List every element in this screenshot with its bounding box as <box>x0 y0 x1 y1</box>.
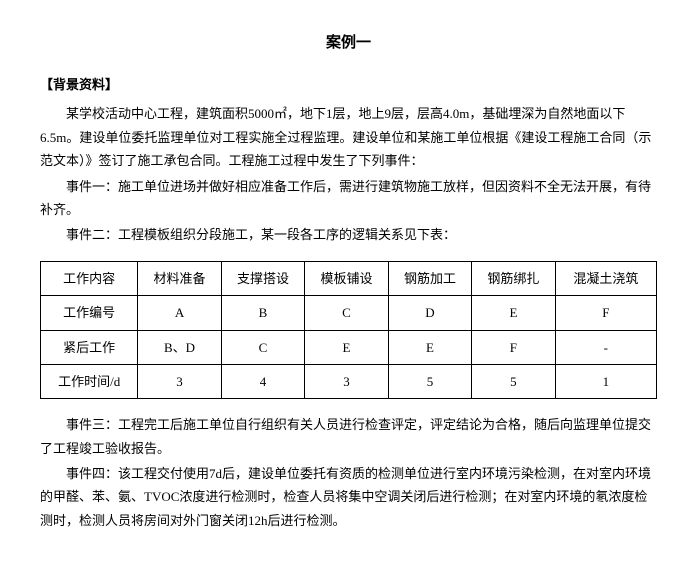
col-header: 材料准备 <box>138 261 221 295</box>
col-header: 混凝土浇筑 <box>555 261 656 295</box>
table-cell: B <box>221 296 304 330</box>
logic-table: 工作内容 材料准备 支撑搭设 模板铺设 钢筋加工 钢筋绑扎 混凝土浇筑 工作编号… <box>40 261 657 400</box>
table-cell: 3 <box>305 364 388 398</box>
section-label: 【背景资料】 <box>40 73 657 96</box>
table-cell: 1 <box>555 364 656 398</box>
table-cell: E <box>388 330 471 364</box>
table-cell: E <box>472 296 555 330</box>
paragraph-event2: 事件二：工程模板组织分段施工，某一段各工序的逻辑关系见下表： <box>40 223 657 246</box>
page-title: 案例一 <box>40 30 657 57</box>
col-header: 工作内容 <box>41 261 138 295</box>
paragraph-intro: 某学校活动中心工程，建筑面积5000㎡，地下1层，地上9层，层高4.0m，基础埋… <box>40 102 657 172</box>
table-row: 紧后工作 B、D C E E F - <box>41 330 657 364</box>
table-row: 工作时间/d 3 4 3 5 5 1 <box>41 364 657 398</box>
col-header: 钢筋加工 <box>388 261 471 295</box>
col-header: 模板铺设 <box>305 261 388 295</box>
row-header: 紧后工作 <box>41 330 138 364</box>
table-cell: A <box>138 296 221 330</box>
table-cell: 5 <box>472 364 555 398</box>
row-header: 工作时间/d <box>41 364 138 398</box>
table-cell: 4 <box>221 364 304 398</box>
col-header: 钢筋绑扎 <box>472 261 555 295</box>
table-cell: C <box>221 330 304 364</box>
table-cell: 3 <box>138 364 221 398</box>
table-cell: C <box>305 296 388 330</box>
paragraph-event1: 事件一：施工单位进场并做好相应准备工作后，需进行建筑物施工放样，但因资料不全无法… <box>40 175 657 222</box>
paragraph-event4: 事件四：该工程交付使用7d后，建设单位委托有资质的检测单位进行室内环境污染检测，… <box>40 462 657 532</box>
paragraph-event3: 事件三：工程完工后施工单位自行组织有关人员进行检查评定，评定结论为合格，随后向监… <box>40 413 657 460</box>
table-cell: F <box>472 330 555 364</box>
table-cell: E <box>305 330 388 364</box>
table-row: 工作编号 A B C D E F <box>41 296 657 330</box>
table-cell: F <box>555 296 656 330</box>
col-header: 支撑搭设 <box>221 261 304 295</box>
table-cell: D <box>388 296 471 330</box>
table-header-row: 工作内容 材料准备 支撑搭设 模板铺设 钢筋加工 钢筋绑扎 混凝土浇筑 <box>41 261 657 295</box>
table-cell: - <box>555 330 656 364</box>
table-cell: B、D <box>138 330 221 364</box>
row-header: 工作编号 <box>41 296 138 330</box>
table-cell: 5 <box>388 364 471 398</box>
